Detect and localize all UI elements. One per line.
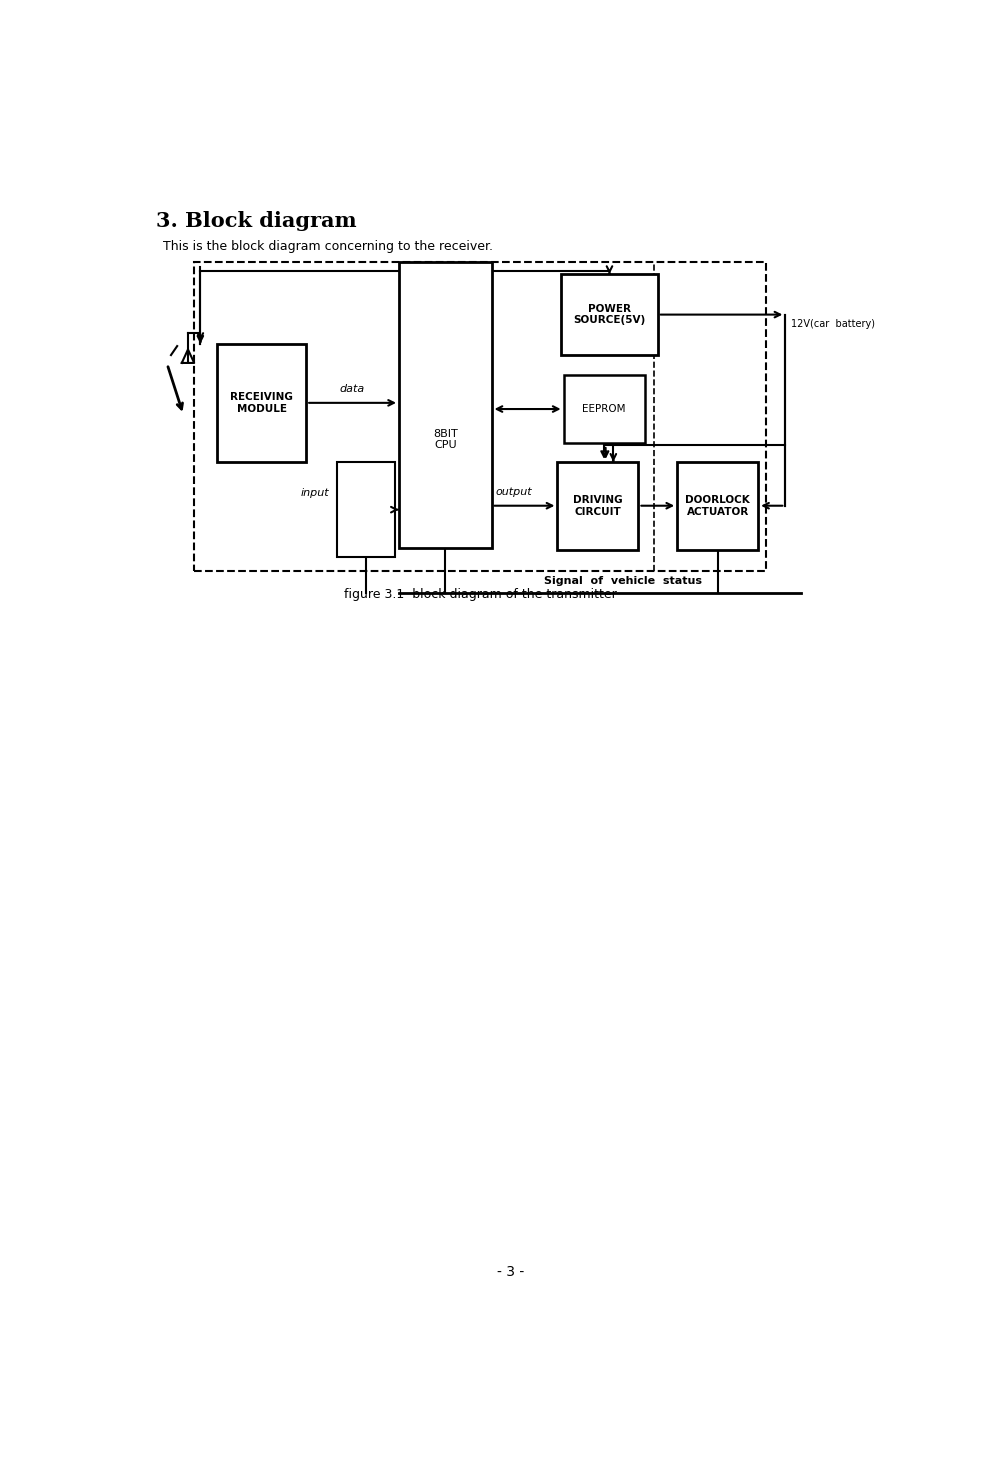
Bar <box>561 274 658 355</box>
Text: EEPROM: EEPROM <box>582 404 626 415</box>
Text: data: data <box>340 384 365 394</box>
Text: 8BIT
CPU: 8BIT CPU <box>433 429 458 450</box>
Text: POWER
SOURCE(5V): POWER SOURCE(5V) <box>573 304 646 326</box>
Text: This is the block diagram concerning to the receiver.: This is the block diagram concerning to … <box>164 241 494 254</box>
Text: 3. Block diagram: 3. Block diagram <box>156 212 356 231</box>
Text: Signal  of  vehicle  status: Signal of vehicle status <box>544 575 702 585</box>
Text: output: output <box>496 488 532 498</box>
Bar <box>217 343 306 461</box>
Text: - 3 -: - 3 - <box>498 1266 524 1279</box>
Text: RECEIVING
MODULE: RECEIVING MODULE <box>230 393 293 413</box>
Text: input: input <box>301 488 329 498</box>
Bar <box>557 461 638 549</box>
Text: figure 3.1  block diagram of the transmitter: figure 3.1 block diagram of the transmit… <box>344 588 616 600</box>
Bar <box>337 461 395 558</box>
Bar <box>563 375 645 442</box>
Bar <box>194 261 766 571</box>
Text: 12V(car  battery): 12V(car battery) <box>791 318 874 328</box>
Bar <box>399 261 492 549</box>
Text: DOORLOCK
ACTUATOR: DOORLOCK ACTUATOR <box>685 495 750 517</box>
Bar <box>677 461 758 549</box>
Text: DRIVING
CIRCUIT: DRIVING CIRCUIT <box>573 495 623 517</box>
